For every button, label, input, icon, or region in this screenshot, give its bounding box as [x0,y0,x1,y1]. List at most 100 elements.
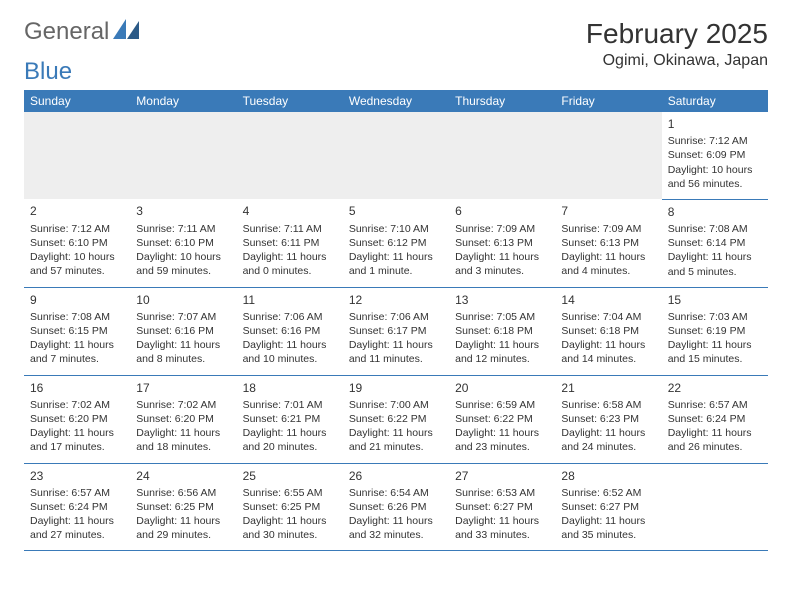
day-number: 13 [455,292,549,308]
calendar-cell: 10Sunrise: 7:07 AMSunset: 6:16 PMDayligh… [130,287,236,375]
calendar-cell: 12Sunrise: 7:06 AMSunset: 6:17 PMDayligh… [343,287,449,375]
calendar-cell [555,112,661,199]
calendar-table: Sunday Monday Tuesday Wednesday Thursday… [24,90,768,551]
daylight-line: Daylight: 11 hours and 1 minute. [349,250,443,278]
day-number: 21 [561,380,655,396]
calendar-cell: 9Sunrise: 7:08 AMSunset: 6:15 PMDaylight… [24,287,130,375]
sunset-line: Sunset: 6:20 PM [136,412,230,426]
daylight-line: Daylight: 11 hours and 7 minutes. [30,338,124,366]
daylight-line: Daylight: 11 hours and 30 minutes. [243,514,337,542]
calendar-cell: 8Sunrise: 7:08 AMSunset: 6:14 PMDaylight… [662,199,768,287]
calendar-cell: 26Sunrise: 6:54 AMSunset: 6:26 PMDayligh… [343,463,449,551]
day-number: 14 [561,292,655,308]
sunset-line: Sunset: 6:24 PM [668,412,762,426]
sunset-line: Sunset: 6:18 PM [561,324,655,338]
sunrise-line: Sunrise: 7:11 AM [243,222,337,236]
daylight-line: Daylight: 11 hours and 29 minutes. [136,514,230,542]
sunset-line: Sunset: 6:14 PM [668,236,762,250]
daylight-line: Daylight: 11 hours and 20 minutes. [243,426,337,454]
calendar-row: 23Sunrise: 6:57 AMSunset: 6:24 PMDayligh… [24,463,768,551]
daylight-line: Daylight: 11 hours and 26 minutes. [668,426,762,454]
daylight-line: Daylight: 11 hours and 5 minutes. [668,250,762,278]
calendar-cell: 20Sunrise: 6:59 AMSunset: 6:22 PMDayligh… [449,375,555,463]
sunrise-line: Sunrise: 7:09 AM [561,222,655,236]
calendar-cell: 7Sunrise: 7:09 AMSunset: 6:13 PMDaylight… [555,199,661,287]
day-number: 1 [668,116,762,132]
calendar-cell: 16Sunrise: 7:02 AMSunset: 6:20 PMDayligh… [24,375,130,463]
calendar-cell: 24Sunrise: 6:56 AMSunset: 6:25 PMDayligh… [130,463,236,551]
calendar-cell: 2Sunrise: 7:12 AMSunset: 6:10 PMDaylight… [24,199,130,287]
calendar-cell [449,112,555,199]
sunset-line: Sunset: 6:15 PM [30,324,124,338]
calendar-cell [343,112,449,199]
sunrise-line: Sunrise: 7:00 AM [349,398,443,412]
calendar-cell: 11Sunrise: 7:06 AMSunset: 6:16 PMDayligh… [237,287,343,375]
sunset-line: Sunset: 6:20 PM [30,412,124,426]
sunset-line: Sunset: 6:10 PM [30,236,124,250]
calendar-cell: 6Sunrise: 7:09 AMSunset: 6:13 PMDaylight… [449,199,555,287]
calendar-cell [662,463,768,551]
dayhdr-wed: Wednesday [343,90,449,112]
calendar-cell [130,112,236,199]
day-number: 15 [668,292,762,308]
sunset-line: Sunset: 6:27 PM [561,500,655,514]
sunrise-line: Sunrise: 7:01 AM [243,398,337,412]
daylight-line: Daylight: 11 hours and 33 minutes. [455,514,549,542]
sunrise-line: Sunrise: 6:56 AM [136,486,230,500]
sunrise-line: Sunrise: 6:53 AM [455,486,549,500]
dayhdr-mon: Monday [130,90,236,112]
calendar-cell [237,112,343,199]
calendar-cell: 3Sunrise: 7:11 AMSunset: 6:10 PMDaylight… [130,199,236,287]
day-number: 12 [349,292,443,308]
day-number: 5 [349,203,443,219]
calendar-cell: 22Sunrise: 6:57 AMSunset: 6:24 PMDayligh… [662,375,768,463]
daylight-line: Daylight: 10 hours and 59 minutes. [136,250,230,278]
calendar-cell: 4Sunrise: 7:11 AMSunset: 6:11 PMDaylight… [237,199,343,287]
calendar-cell: 13Sunrise: 7:05 AMSunset: 6:18 PMDayligh… [449,287,555,375]
dayhdr-sun: Sunday [24,90,130,112]
sunrise-line: Sunrise: 7:09 AM [455,222,549,236]
sunset-line: Sunset: 6:09 PM [668,148,762,162]
sunset-line: Sunset: 6:16 PM [243,324,337,338]
day-number: 19 [349,380,443,396]
sunrise-line: Sunrise: 7:06 AM [349,310,443,324]
daylight-line: Daylight: 11 hours and 12 minutes. [455,338,549,366]
calendar-cell: 25Sunrise: 6:55 AMSunset: 6:25 PMDayligh… [237,463,343,551]
daylight-line: Daylight: 11 hours and 4 minutes. [561,250,655,278]
calendar-cell: 27Sunrise: 6:53 AMSunset: 6:27 PMDayligh… [449,463,555,551]
day-number: 25 [243,468,337,484]
calendar-cell: 14Sunrise: 7:04 AMSunset: 6:18 PMDayligh… [555,287,661,375]
daylight-line: Daylight: 10 hours and 57 minutes. [30,250,124,278]
calendar-cell: 17Sunrise: 7:02 AMSunset: 6:20 PMDayligh… [130,375,236,463]
sunset-line: Sunset: 6:13 PM [455,236,549,250]
calendar-cell: 18Sunrise: 7:01 AMSunset: 6:21 PMDayligh… [237,375,343,463]
logo-text-blue: Blue [24,58,768,86]
day-number: 4 [243,203,337,219]
calendar-cell: 15Sunrise: 7:03 AMSunset: 6:19 PMDayligh… [662,287,768,375]
dayhdr-tue: Tuesday [237,90,343,112]
dayhdr-fri: Friday [555,90,661,112]
daylight-line: Daylight: 11 hours and 24 minutes. [561,426,655,454]
dayhdr-thu: Thursday [449,90,555,112]
day-number: 16 [30,380,124,396]
sunset-line: Sunset: 6:17 PM [349,324,443,338]
sunrise-line: Sunrise: 7:08 AM [30,310,124,324]
day-number: 22 [668,380,762,396]
sunset-line: Sunset: 6:27 PM [455,500,549,514]
day-number: 28 [561,468,655,484]
sunset-line: Sunset: 6:19 PM [668,324,762,338]
sunrise-line: Sunrise: 6:59 AM [455,398,549,412]
logo-sail-icon [113,18,139,46]
logo-text-general: General [24,18,109,46]
sunrise-line: Sunrise: 7:04 AM [561,310,655,324]
day-number: 6 [455,203,549,219]
daylight-line: Daylight: 11 hours and 32 minutes. [349,514,443,542]
daylight-line: Daylight: 11 hours and 21 minutes. [349,426,443,454]
daylight-line: Daylight: 11 hours and 35 minutes. [561,514,655,542]
sunset-line: Sunset: 6:22 PM [455,412,549,426]
daylight-line: Daylight: 11 hours and 15 minutes. [668,338,762,366]
sunset-line: Sunset: 6:18 PM [455,324,549,338]
calendar-cell [24,112,130,199]
day-number: 11 [243,292,337,308]
daylight-line: Daylight: 11 hours and 23 minutes. [455,426,549,454]
